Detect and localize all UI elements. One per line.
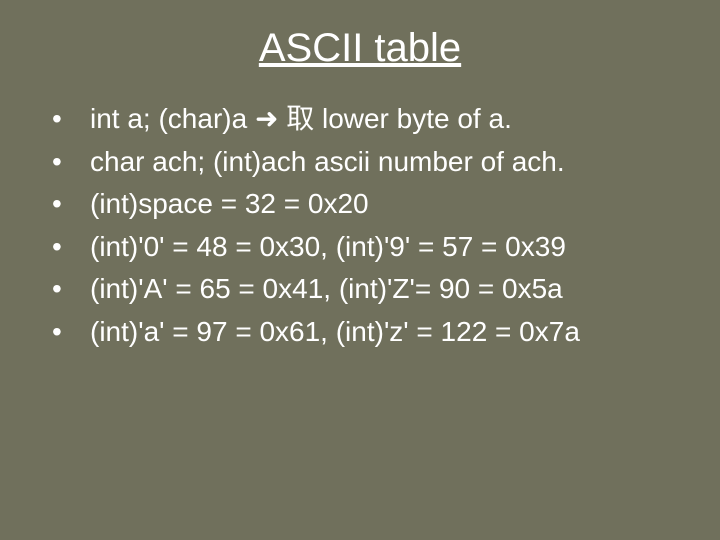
list-item: (int)space = 32 = 0x20 <box>52 184 690 225</box>
slide-title: ASCII table <box>0 26 720 71</box>
bullet-list: int a; (char)a ➜ 取 lower byte of a. char… <box>0 99 720 353</box>
list-item: (int)'0' = 48 = 0x30, (int)'9' = 57 = 0x… <box>52 227 690 268</box>
list-item: int a; (char)a ➜ 取 lower byte of a. <box>52 99 690 140</box>
list-item: (int)'a' = 97 = 0x61, (int)'z' = 122 = 0… <box>52 312 690 353</box>
list-item: char ach; (int)ach ascii number of ach. <box>52 142 690 183</box>
slide: ASCII table int a; (char)a ➜ 取 lower byt… <box>0 0 720 540</box>
list-item: (int)'A' = 65 = 0x41, (int)'Z'= 90 = 0x5… <box>52 269 690 310</box>
